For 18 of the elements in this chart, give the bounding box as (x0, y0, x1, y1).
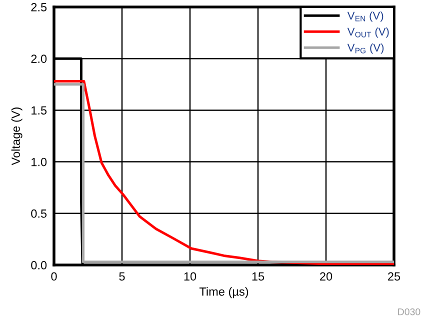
y-tick-label: 0.0 (31, 261, 47, 270)
y-tick-label: 2.5 (31, 3, 47, 12)
x-tick-label: 5 (119, 272, 125, 281)
x-tick-label: 25 (388, 272, 400, 281)
y-tick-label: 1.5 (32, 106, 47, 115)
x-tick-label: 10 (184, 272, 196, 281)
legend-label: V$_{OUT}$ (V) (347, 27, 389, 38)
x-tick-label: 0 (51, 272, 57, 281)
legend-label: V$_{PG}$ (V) (347, 43, 384, 54)
y-axis-title: Voltage (V) (11, 108, 22, 166)
y-tick-label: 1.0 (32, 158, 47, 166)
x-tick-label: 15 (252, 272, 264, 281)
x-tick-label: 20 (320, 272, 332, 281)
y-tick-label: 2.0 (31, 54, 47, 63)
y-tick-label: 0.5 (31, 209, 47, 218)
legend-label: V$_{EN}$ (V) (347, 11, 384, 22)
x-axis-title: Time (µs) (199, 287, 248, 298)
text: D030 (398, 308, 420, 316)
